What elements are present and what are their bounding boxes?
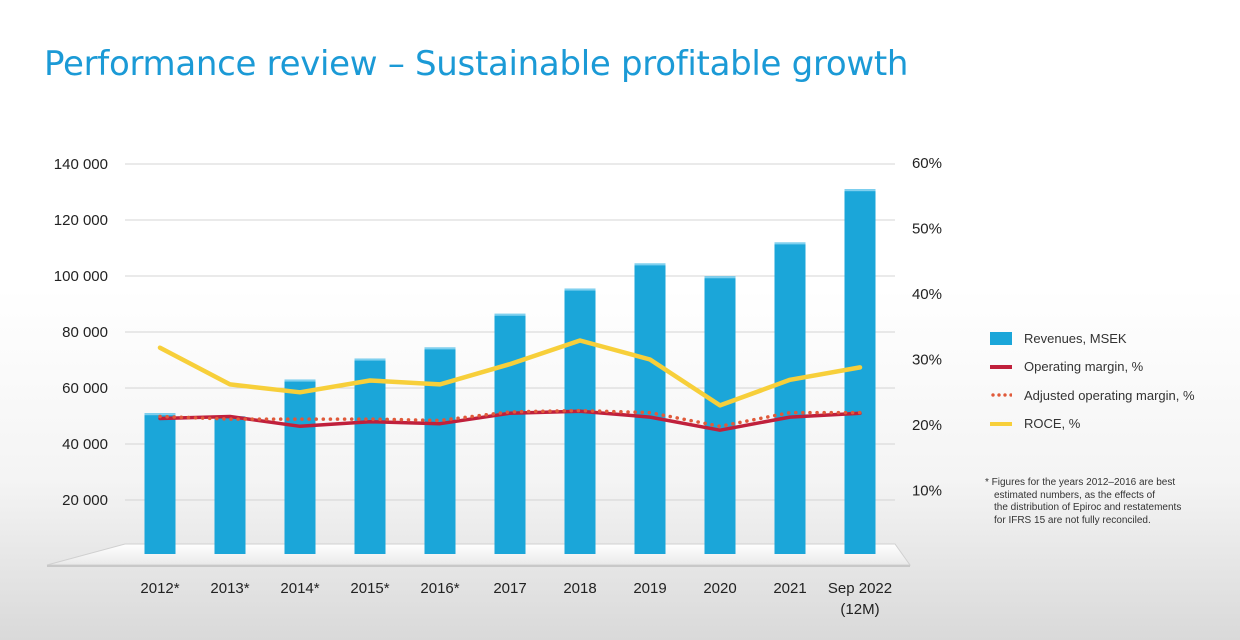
- y-left-tick-label: 100 000: [54, 268, 108, 285]
- legend-item-adjusted-operating-margin: Adjusted operating margin, %: [990, 381, 1195, 410]
- revenue-bar-highlight: [634, 263, 666, 266]
- x-tick-label: 2018: [563, 580, 596, 597]
- y-left-tick-label: 140 000: [54, 156, 108, 173]
- roce-line: [157, 338, 863, 408]
- revenue-bar: [844, 189, 876, 554]
- legend-item-operating-margin: Operating margin, %: [990, 353, 1195, 382]
- x-tick-label: 2012*: [140, 580, 179, 597]
- x-tick-label: 2021: [773, 580, 806, 597]
- y-left-tick-label: 40 000: [62, 436, 108, 453]
- footnote-line: * Figures for the years 2012–2016 are be…: [985, 477, 1176, 488]
- x-tick-label: 2014*: [280, 580, 319, 597]
- revenue-bar: [424, 347, 456, 554]
- revenue-bar-highlight: [564, 288, 596, 291]
- footnote-line: the distribution of Epiroc and restateme…: [994, 502, 1182, 513]
- y-right-tick-label: 60%: [912, 155, 942, 172]
- page-title: Performance review – Sustainable profita…: [44, 44, 909, 84]
- y-right-tick-label: 10%: [912, 483, 942, 500]
- x-tick-label: 2015*: [350, 580, 389, 597]
- revenue-bar: [704, 276, 736, 554]
- revenue-bar-highlight: [144, 413, 176, 416]
- footnote-line: estimated numbers, as the effects of: [994, 489, 1156, 501]
- line-swatch-icon: [990, 421, 1012, 426]
- bar-swatch-icon: [990, 331, 1012, 345]
- revenue-bar: [284, 379, 316, 554]
- y-left-tick-label: 60 000: [62, 380, 108, 397]
- x-tick-label: 2017: [493, 580, 526, 597]
- dotted-line-swatch-icon: [990, 393, 1012, 398]
- revenue-bar-highlight: [774, 242, 806, 245]
- revenue-bar: [564, 288, 596, 554]
- revenue-bar-highlight: [704, 276, 736, 279]
- footnote: * Figures for the years 2012–2016 are be…: [985, 477, 1225, 527]
- x-tick-label: Sep 2022 (12M): [828, 580, 892, 618]
- legend-label: Revenues, MSEK: [1024, 330, 1127, 346]
- legend: Revenues, MSEK Operating margin, % Adjus…: [990, 324, 1195, 438]
- x-tick-label: 2016*: [420, 580, 459, 597]
- x-tick-label: 2013*: [210, 580, 249, 597]
- y-left-tick-label: 20 000: [62, 492, 108, 509]
- left-axis: 140 000 120 000 100 000 80 000 60 000 40 000 2…: [54, 156, 108, 509]
- margin-lines: [157, 338, 863, 432]
- legend-label: ROCE, %: [1024, 416, 1081, 432]
- x-tick-label: 2020: [703, 580, 736, 597]
- y-right-tick-label: 30%: [912, 352, 942, 369]
- revenue-bar: [214, 416, 246, 554]
- revenue-bar: [354, 358, 386, 554]
- right-axis: 60% 50% 40% 30% 20% 10%: [912, 155, 942, 500]
- x-tick-label: 2019: [633, 580, 666, 597]
- revenue-bar-highlight: [844, 189, 876, 192]
- legend-label: Operating margin, %: [1024, 359, 1144, 375]
- y-right-tick-label: 40%: [912, 286, 942, 303]
- revenue-bar-highlight: [354, 358, 386, 361]
- revenue-bar-highlight: [494, 313, 526, 316]
- legend-item-roce: ROCE, %: [990, 410, 1195, 439]
- legend-label: Adjusted operating margin, %: [1024, 387, 1195, 403]
- revenue-bars: [144, 189, 876, 554]
- line-swatch-icon: [990, 364, 1012, 369]
- footnote-line: for IFRS 15 are not fully reconciled.: [994, 514, 1151, 526]
- y-right-tick-label: 20%: [912, 417, 942, 434]
- revenue-bar: [494, 313, 526, 554]
- operating-margin-line: [158, 409, 862, 432]
- x-axis: 2012* 2013* 2014* 2015* 2016* 2017 2018 2019 202…: [140, 580, 892, 618]
- legend-item-revenues: Revenues, MSEK: [990, 324, 1195, 353]
- revenue-bar-highlight: [424, 347, 456, 350]
- revenue-bar: [634, 263, 666, 554]
- y-right-tick-label: 50%: [912, 221, 942, 238]
- revenue-bar-highlight: [284, 379, 316, 382]
- y-left-tick-label: 120 000: [54, 212, 108, 229]
- revenue-bar: [774, 242, 806, 554]
- y-left-tick-label: 80 000: [62, 324, 108, 341]
- revenue-bar: [144, 413, 176, 554]
